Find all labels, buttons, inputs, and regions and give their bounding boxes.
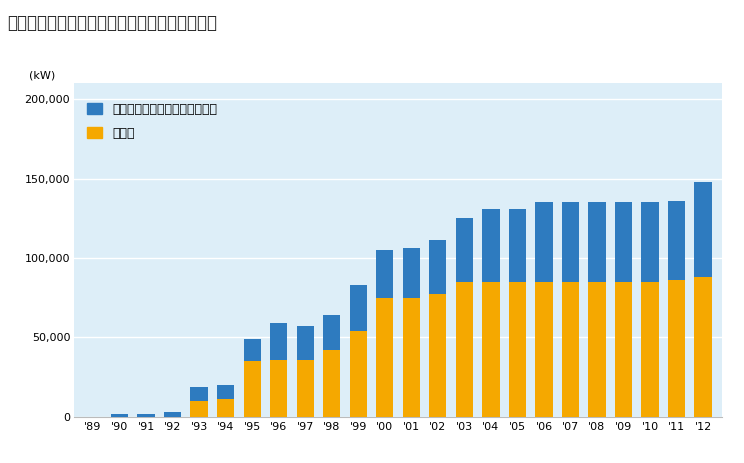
Bar [297,326,314,360]
Bar [190,401,208,417]
Bar [589,282,606,417]
Bar [376,250,394,298]
Bar [111,413,128,417]
Bar [456,282,473,417]
Bar [694,182,712,277]
Bar [429,294,446,417]
Bar [403,298,420,417]
Bar [562,202,579,282]
Bar [668,201,685,280]
Bar [350,331,367,417]
Bar [323,315,340,350]
Bar [615,282,632,417]
Bar [562,282,579,417]
Bar [270,360,287,417]
Bar [668,280,685,417]
Bar [270,323,287,360]
Bar [509,209,526,282]
Bar [217,399,234,417]
Bar [456,218,473,282]
Bar [323,350,340,417]
Bar [297,360,314,417]
Bar [536,282,553,417]
Bar [403,249,420,298]
Bar [243,339,260,361]
Bar [482,209,499,282]
Bar [615,202,632,282]
Bar [376,298,394,417]
Bar [190,387,208,401]
Bar [243,361,260,417]
Legend: 設備更新工事などによる出力増, 新　設: 設備更新工事などによる出力増, 新 設 [87,103,217,140]
Bar [164,412,182,417]
Text: (kW): (kW) [29,70,55,80]
Bar [138,413,155,417]
Bar [589,202,606,282]
Text: 水力発電所の設備更新工事などによる出力増加: 水力発電所の設備更新工事などによる出力増加 [7,14,217,32]
Bar [217,385,234,399]
Bar [350,285,367,331]
Bar [641,202,658,282]
Bar [509,282,526,417]
Bar [482,282,499,417]
Bar [429,240,446,294]
Bar [536,202,553,282]
Bar [694,277,712,417]
Bar [641,282,658,417]
